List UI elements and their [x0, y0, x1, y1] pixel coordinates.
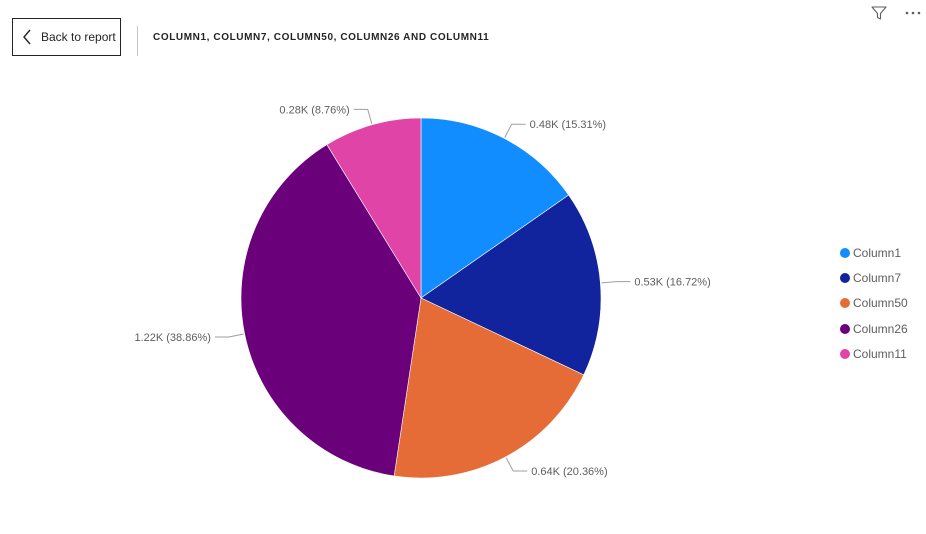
pie-slice-column26[interactable]	[240, 144, 422, 477]
pie-slices	[240, 117, 602, 479]
leader-line-column11	[353, 108, 373, 124]
legend-marker	[840, 348, 850, 359]
filter-icon[interactable]	[866, 2, 892, 24]
legend-label: Column11	[853, 346, 907, 361]
leader-lines	[214, 108, 631, 472]
pie-slice-column11[interactable]	[326, 117, 422, 300]
more-options-icon[interactable]	[902, 2, 924, 24]
legend-marker	[840, 247, 850, 258]
visual-title: COLUMN1, COLUMN7, COLUMN50, COLUMN26 AND…	[153, 32, 490, 43]
leader-line-column50	[505, 457, 528, 472]
legend-label: Column7	[853, 270, 902, 285]
chevron-left-icon	[17, 27, 37, 47]
pie-slice-column7[interactable]	[420, 194, 602, 376]
leader-line-column7	[601, 281, 631, 284]
header-divider	[137, 26, 138, 56]
pie-slice-column1[interactable]	[420, 117, 570, 299]
data-label-column7: 0.53K (16.72%)	[634, 277, 710, 289]
data-label-column26: 1.22K (38.86%)	[134, 332, 210, 344]
back-to-report-label: Back to report	[41, 30, 116, 44]
legend-item-column26[interactable]: Column26	[840, 316, 908, 341]
visual-header-icons	[866, 2, 924, 24]
leader-line-column26	[214, 333, 244, 338]
legend-item-column50[interactable]: Column50	[840, 291, 908, 316]
legend-label: Column1	[853, 245, 902, 260]
data-label-column11: 0.28K (8.76%)	[279, 104, 349, 116]
legend-marker	[840, 272, 850, 283]
back-to-report-button[interactable]: Back to report	[12, 18, 121, 56]
chart-legend: Column1 Column7 Column50 Column26 Column11	[840, 240, 908, 366]
legend-marker	[840, 298, 850, 309]
legend-item-column1[interactable]: Column1	[840, 240, 908, 265]
data-label-column1: 0.48K (15.31%)	[530, 119, 606, 131]
legend-item-column11[interactable]: Column11	[840, 341, 908, 366]
pie-slice-column50[interactable]	[393, 297, 585, 479]
legend-label: Column50	[853, 296, 908, 311]
legend-item-column7[interactable]: Column7	[840, 265, 908, 290]
leader-line-column1	[504, 123, 526, 138]
legend-label: Column26	[853, 321, 908, 336]
data-label-column50: 0.64K (20.36%)	[531, 466, 607, 478]
data-labels: 0.48K (15.31%) 0.53K (16.72%) 0.64K (20.36…	[134, 104, 710, 478]
legend-marker	[840, 323, 850, 334]
